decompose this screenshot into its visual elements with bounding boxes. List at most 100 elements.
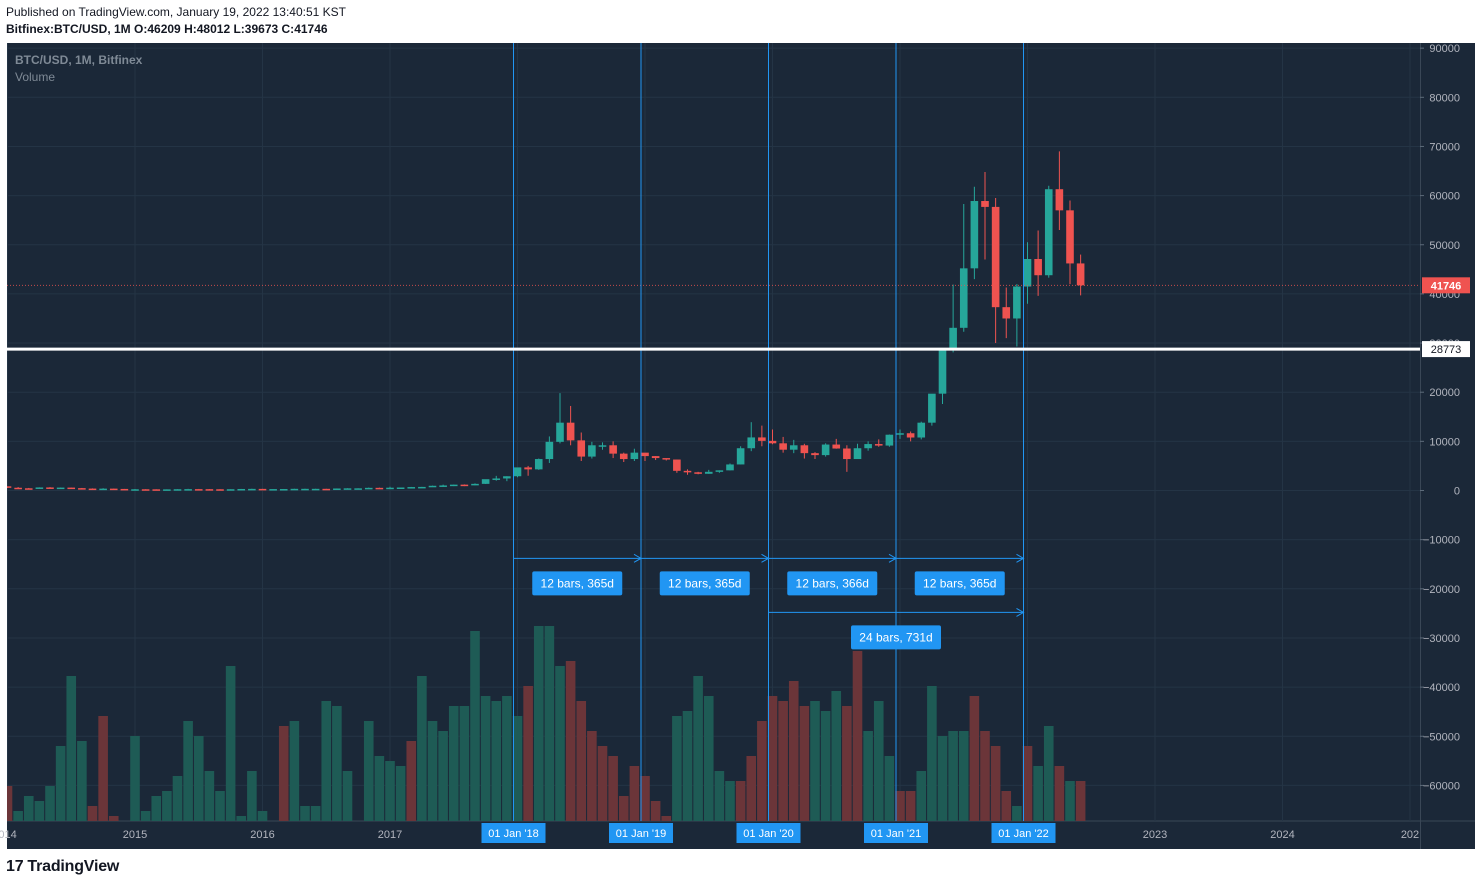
tradingview-logo: 17 TradingView <box>6 858 119 876</box>
candle-body <box>7 486 12 488</box>
candle-body <box>843 448 851 460</box>
volume-bar <box>565 661 576 821</box>
candle-body <box>216 489 224 491</box>
measure-label: 12 bars, 365d <box>541 576 614 590</box>
y-tick-label: −10000 <box>1423 535 1460 547</box>
date-marker-label: 01 Jan '22 <box>998 828 1048 840</box>
volume-bar <box>1001 791 1012 821</box>
candle-body <box>481 479 490 484</box>
candle-body <box>1044 189 1053 276</box>
measure-label-box[interactable] <box>914 571 1005 596</box>
volume-bar <box>130 736 140 821</box>
candle-body <box>46 487 54 489</box>
volume-bar <box>831 691 842 821</box>
candle-body <box>78 488 86 490</box>
candle-body <box>758 437 766 441</box>
volume-bar <box>417 676 427 821</box>
volume-bar <box>395 766 406 821</box>
volume-bar <box>470 631 480 821</box>
volume-bar <box>895 791 905 821</box>
volume-bar <box>778 701 788 821</box>
candle-body <box>970 201 979 269</box>
candle-body <box>14 487 22 490</box>
candle-body <box>853 448 862 460</box>
y-tick-label: −40000 <box>1423 682 1460 694</box>
measure-label-box[interactable] <box>787 571 878 596</box>
volume-bar <box>172 776 183 821</box>
measure-label-box[interactable] <box>532 571 623 596</box>
volume-bar <box>310 806 321 821</box>
volume-bar <box>884 756 895 821</box>
candle-body <box>35 487 44 489</box>
volume-bar <box>587 731 597 821</box>
candle-body <box>205 489 214 491</box>
ohlc-o-value: 46209 <box>147 22 181 36</box>
date-marker-tag <box>736 823 801 843</box>
y-tick-label: 90000 <box>1429 43 1460 55</box>
volume-bar <box>544 626 555 821</box>
volume-bar <box>958 731 969 821</box>
volume-bar <box>225 666 236 821</box>
volume-bar <box>533 626 544 821</box>
candle-body <box>577 440 586 457</box>
symbol-ohlc-caption: Bitfinex:BTC/USD, 1M O:46209 H:48012 L:3… <box>6 22 328 36</box>
volume-bar <box>448 706 459 821</box>
y-tick-label: 50000 <box>1429 240 1460 252</box>
date-marker-tag <box>609 823 673 843</box>
volume-bar <box>735 781 746 821</box>
volume-bar <box>650 801 661 821</box>
volume-bar <box>576 701 587 821</box>
candle-body <box>1055 189 1064 211</box>
candle-body <box>949 327 957 348</box>
candle-body <box>120 488 129 491</box>
candle-body <box>301 488 309 491</box>
volume-bar <box>342 771 353 821</box>
volume-bar <box>23 796 34 821</box>
volume-bar <box>406 741 417 821</box>
volume-bar <box>374 756 385 821</box>
volume-bar <box>162 791 172 821</box>
candle-body <box>789 445 798 450</box>
volume-bar <box>1075 781 1086 821</box>
ohlc-h-value: 48012 <box>196 22 231 36</box>
candle-body <box>1034 259 1042 276</box>
candle-body <box>396 487 405 490</box>
volume-bar <box>427 721 438 821</box>
y-tick-label: −20000 <box>1423 584 1460 596</box>
volume-bar <box>278 726 289 821</box>
y-tick-label: 0 <box>1454 486 1460 498</box>
candle-body <box>545 441 554 460</box>
candle-body <box>832 444 841 449</box>
candle-body <box>662 458 671 460</box>
candle-body <box>141 489 150 491</box>
volume-bar <box>193 736 204 821</box>
candle-body <box>641 452 649 457</box>
volume-bar <box>204 771 215 821</box>
candle-body <box>364 487 373 490</box>
candle-body <box>269 489 277 491</box>
horizontal-level-label: 28773 <box>1431 344 1462 356</box>
brand-name: TradingView <box>27 858 120 875</box>
ohlc-o-label: O: <box>134 22 148 36</box>
ohlc-l-label: L: <box>233 22 245 36</box>
candle-body <box>333 488 341 490</box>
measure-label: 12 bars, 365d <box>923 576 996 590</box>
volume-bar <box>1054 766 1065 821</box>
date-marker-tag <box>864 823 928 843</box>
volume-bar <box>55 746 66 821</box>
volume-bar <box>257 811 268 821</box>
volume-bar <box>916 771 927 821</box>
published-caption: Published on TradingView.com, January 19… <box>6 5 347 19</box>
candle-body <box>248 488 256 491</box>
candle-body <box>715 470 724 472</box>
candle-body <box>67 487 76 490</box>
volume-bar <box>873 701 884 821</box>
measure-label-box[interactable] <box>851 625 941 650</box>
volume-bar <box>682 711 693 821</box>
candle-body <box>109 488 118 491</box>
measure-label-box[interactable] <box>659 571 750 596</box>
candle-body <box>959 268 968 328</box>
ohlc-c-label: C: <box>281 22 295 36</box>
volume-bar <box>597 746 608 821</box>
